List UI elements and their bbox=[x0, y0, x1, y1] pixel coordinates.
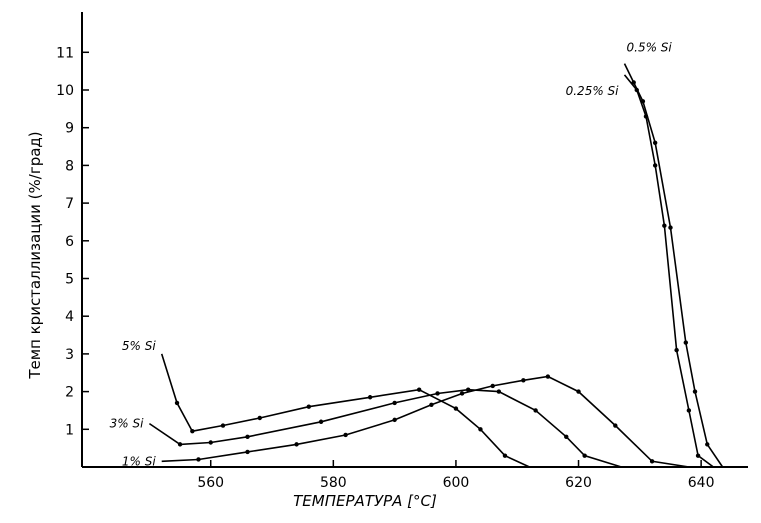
series-label: 3% Si bbox=[110, 417, 144, 431]
series-points bbox=[174, 80, 710, 464]
x-tick-label: 600 bbox=[443, 475, 470, 491]
data-point bbox=[367, 395, 373, 400]
data-point bbox=[392, 400, 397, 406]
series-label: 5% Si bbox=[122, 339, 156, 353]
data-point bbox=[392, 417, 397, 423]
data-point bbox=[429, 402, 434, 407]
data-point bbox=[521, 378, 526, 383]
data-point bbox=[634, 87, 639, 93]
data-point bbox=[674, 347, 679, 353]
series-line-0 bbox=[623, 63, 724, 468]
y-tick-label: 3 bbox=[65, 347, 74, 363]
y-tick-label: 4 bbox=[65, 309, 74, 325]
data-point bbox=[459, 391, 465, 396]
x-tick-label: 640 bbox=[688, 475, 715, 491]
y-tick-label: 1 bbox=[65, 422, 74, 438]
data-point bbox=[177, 442, 183, 447]
series-line-1 bbox=[623, 74, 714, 468]
data-point bbox=[662, 223, 667, 228]
data-point bbox=[576, 389, 581, 394]
series-labels: 0.5% Si 0.25% Si 5% Si 3% Si 1% Si bbox=[110, 41, 673, 469]
y-ticks: 1 2 3 4 5 6 7 8 9 10 11 bbox=[56, 45, 89, 438]
data-point bbox=[582, 453, 587, 458]
data-point bbox=[692, 389, 698, 394]
data-point bbox=[695, 453, 701, 458]
data-point bbox=[220, 423, 226, 428]
data-point bbox=[683, 340, 689, 345]
y-tick-label: 2 bbox=[65, 385, 74, 401]
data-point bbox=[490, 383, 495, 389]
data-point bbox=[294, 442, 299, 447]
y-tick-label: 5 bbox=[65, 272, 74, 288]
data-point bbox=[652, 163, 658, 168]
data-point bbox=[196, 457, 201, 462]
data-point bbox=[564, 434, 569, 440]
y-tick-label: 10 bbox=[56, 83, 74, 99]
data-point bbox=[478, 427, 483, 432]
data-point bbox=[496, 389, 502, 394]
series-label: 1% Si bbox=[122, 454, 156, 468]
x-tick-label: 580 bbox=[320, 475, 347, 491]
data-point bbox=[613, 423, 618, 428]
x-tick-label: 560 bbox=[197, 475, 224, 491]
data-point bbox=[649, 459, 655, 464]
y-tick-label: 11 bbox=[56, 45, 74, 61]
data-point bbox=[668, 225, 673, 230]
y-tick-label: 7 bbox=[65, 196, 74, 212]
data-point bbox=[640, 99, 646, 104]
y-tick-label: 6 bbox=[65, 234, 74, 250]
data-point bbox=[245, 434, 250, 440]
data-point bbox=[631, 80, 636, 85]
series-lines bbox=[148, 63, 724, 468]
data-point bbox=[208, 440, 213, 445]
data-point bbox=[416, 387, 422, 392]
series-label: 0.5% Si bbox=[627, 41, 673, 55]
x-tick-label: 620 bbox=[565, 475, 592, 491]
data-point bbox=[190, 428, 195, 434]
data-point bbox=[705, 442, 710, 447]
y-axis-label: Темп кристаллизации (%/град) bbox=[26, 131, 44, 379]
data-point bbox=[174, 400, 180, 406]
series-label: 0.25% Si bbox=[566, 84, 620, 98]
data-point bbox=[545, 374, 551, 379]
data-point bbox=[318, 419, 324, 424]
data-point bbox=[306, 404, 312, 409]
data-point bbox=[643, 114, 649, 119]
data-point bbox=[245, 449, 250, 455]
data-point bbox=[652, 140, 658, 145]
y-tick-label: 8 bbox=[65, 158, 74, 174]
data-point bbox=[453, 406, 459, 411]
y-tick-label: 9 bbox=[65, 121, 74, 137]
data-point bbox=[686, 408, 692, 413]
data-point bbox=[502, 453, 508, 458]
data-point bbox=[533, 408, 538, 413]
data-point bbox=[465, 387, 471, 392]
data-point bbox=[435, 391, 440, 396]
x-ticks: 560 580 600 620 640 bbox=[197, 460, 714, 491]
x-axis-label: ТЕМПЕРАТУРА [°C] bbox=[293, 492, 437, 510]
series-line-2 bbox=[160, 353, 530, 468]
data-point bbox=[343, 432, 348, 438]
data-point bbox=[257, 415, 262, 421]
